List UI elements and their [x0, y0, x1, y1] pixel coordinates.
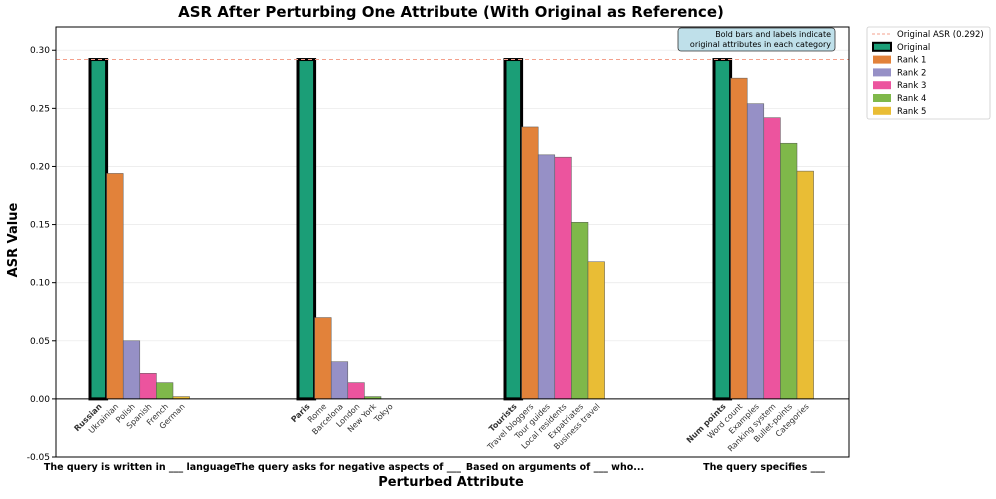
plot-frame: [55, 26, 850, 458]
bar-categories: [796, 170, 814, 400]
bar-tour-guides: [537, 154, 556, 400]
y-tick-label: -0.05: [27, 453, 50, 463]
bar-word-count: [730, 77, 748, 400]
legend-swatch: [873, 68, 891, 77]
bars-layer: [88, 58, 814, 401]
annotation-text: original attributes in each category: [690, 40, 831, 49]
legend-swatch: [872, 41, 892, 52]
bar-french: [156, 382, 174, 400]
legend-label: Rank 4: [897, 94, 926, 104]
chart-title: ASR After Perturbing One Attribute (With…: [178, 3, 724, 21]
annotation-text: Bold bars and labels indicate: [715, 30, 831, 39]
bar-business-travel: [587, 261, 605, 400]
annotation-box: [677, 27, 836, 52]
bar-examples: [746, 103, 765, 400]
bar-tick-label: Tokyo: [372, 402, 395, 425]
category-label: The query specifies ___: [703, 462, 825, 473]
legend-label: Original: [897, 43, 930, 53]
labels-layer: RussianUkrainianPolishSpanishFrenchGerma…: [44, 402, 825, 473]
legend-label: Rank 1: [897, 56, 926, 66]
x-axis-label: Perturbed Attribute: [378, 475, 524, 490]
legend-swatch: [873, 106, 891, 115]
legend-label: Rank 3: [897, 81, 926, 91]
bar-barcelona: [330, 361, 349, 400]
category-label: The query is written in ___ language: [44, 462, 236, 473]
y-tick-label: 0.30: [30, 46, 50, 56]
legend-label: Rank 5: [897, 107, 926, 117]
y-tick-label: 0.25: [30, 104, 50, 114]
category-label: The query asks for negative aspects of _…: [235, 462, 461, 473]
bar-ranking-system: [763, 117, 781, 400]
y-tick-label: 0.10: [30, 279, 50, 289]
legend-swatch: [873, 55, 891, 64]
legend-box: [866, 26, 991, 120]
y-tick-label: 0.05: [30, 337, 50, 347]
y-tick-label: 0.20: [30, 162, 50, 172]
y-axis-label: ASR Value: [6, 203, 21, 278]
legend-swatch: [873, 94, 891, 102]
bar-travel-bloggers: [521, 126, 539, 400]
bar-bullet-points: [780, 142, 798, 400]
bar-local-residents: [554, 156, 572, 400]
category-label: Based on arguments of ___ who...: [466, 462, 644, 473]
bar-tourists: [503, 58, 524, 401]
y-tick-label: 0.00: [30, 395, 50, 405]
legend-label: Rank 2: [897, 68, 926, 78]
y-tick-label: 0.15: [30, 221, 50, 231]
bar-london: [347, 382, 365, 400]
legend-layer: Original ASR (0.292) Original Rank 1 Rank 2…: [866, 26, 991, 120]
bar-rome: [314, 317, 332, 400]
axes-layer: -0.05 0.00 0.05 0.10 0.15 0.20 0.25 0.30: [27, 26, 850, 463]
bar-num-points: [712, 58, 733, 401]
bar-russian: [88, 58, 109, 401]
bar-ukrainian: [106, 173, 124, 400]
bar-paris: [296, 58, 317, 401]
bar-expatriates: [571, 221, 589, 400]
bar-spanish: [139, 373, 157, 400]
legend-label: Original ASR (0.292): [897, 30, 984, 40]
legend-swatch: [873, 81, 891, 90]
bar-polish: [122, 340, 141, 400]
